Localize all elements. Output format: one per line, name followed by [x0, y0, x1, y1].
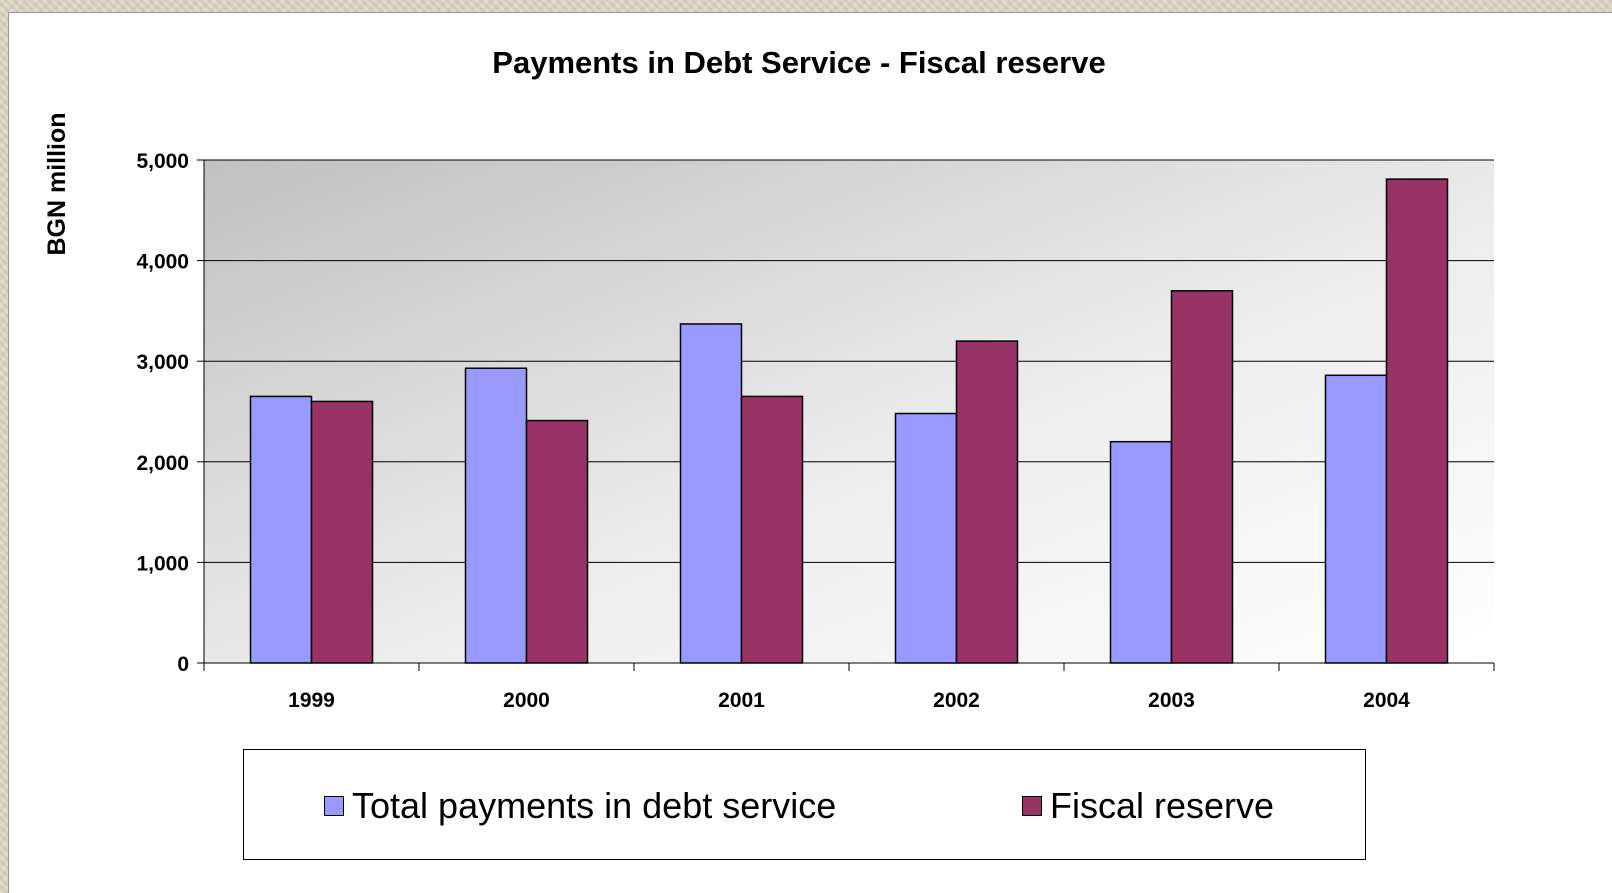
legend-item-total-payments: Total payments in debt service	[324, 785, 836, 826]
legend: Total payments in debt service Fiscal re…	[243, 749, 1366, 860]
bar-total-payments-in-debt-service-2000	[464, 367, 528, 664]
x-tick-label: 2002	[933, 689, 980, 712]
y-tick-label: 4,000	[136, 251, 189, 274]
x-tick-label: 2003	[1148, 689, 1195, 712]
legend-swatch-total-payments	[324, 796, 344, 816]
bar-fiscal-reserve-2004	[1385, 178, 1449, 664]
bar-total-payments-in-debt-service-2001	[679, 323, 743, 664]
plot-area	[204, 160, 1494, 663]
y-tick-label: 3,000	[136, 351, 189, 374]
bar-fiscal-reserve-2001	[740, 395, 804, 664]
x-tick-label: 2000	[503, 689, 550, 712]
legend-item-fiscal-reserve: Fiscal reserve	[1022, 785, 1274, 826]
legend-label-fiscal-reserve: Fiscal reserve	[1050, 785, 1275, 826]
bar-fiscal-reserve-2003	[1170, 290, 1234, 664]
y-axis-label: BGN million	[43, 112, 71, 255]
bar-total-payments-in-debt-service-2002	[894, 412, 958, 664]
bar-total-payments-in-debt-service-2003	[1109, 440, 1173, 664]
x-tick-label: 2004	[1363, 689, 1410, 712]
bar-fiscal-reserve-1999	[310, 400, 374, 664]
x-tick-label: 1999	[288, 689, 335, 712]
bar-fiscal-reserve-2002	[955, 340, 1019, 664]
chart-title: Payments in Debt Service - Fiscal reserv…	[492, 45, 1105, 80]
legend-label-total-payments: Total payments in debt service	[352, 785, 837, 826]
y-tick-label: 0	[177, 653, 189, 676]
bar-total-payments-in-debt-service-2004	[1324, 374, 1388, 664]
y-tick-label: 5,000	[136, 150, 189, 173]
y-tick-label: 2,000	[136, 452, 189, 475]
bar-fiscal-reserve-2000	[525, 419, 589, 664]
chart-frame: Payments in Debt Service - Fiscal reserv…	[8, 12, 1612, 893]
chart-svg: Payments in Debt Service - Fiscal reserv…	[43, 45, 1495, 712]
y-tick-label: 1,000	[136, 552, 189, 575]
x-tick-label: 2001	[718, 689, 765, 712]
bar-total-payments-in-debt-service-1999	[249, 395, 313, 664]
legend-swatch-fiscal-reserve	[1022, 796, 1042, 816]
